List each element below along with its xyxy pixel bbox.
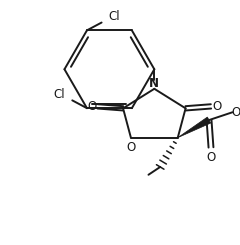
Text: O: O (212, 100, 222, 113)
Text: N: N (149, 77, 159, 90)
Text: O: O (232, 106, 240, 119)
Text: O: O (206, 151, 216, 164)
Text: O: O (87, 100, 96, 113)
Text: Cl: Cl (54, 88, 65, 101)
Text: Cl: Cl (108, 10, 120, 23)
Polygon shape (178, 117, 211, 138)
Text: O: O (126, 141, 136, 154)
